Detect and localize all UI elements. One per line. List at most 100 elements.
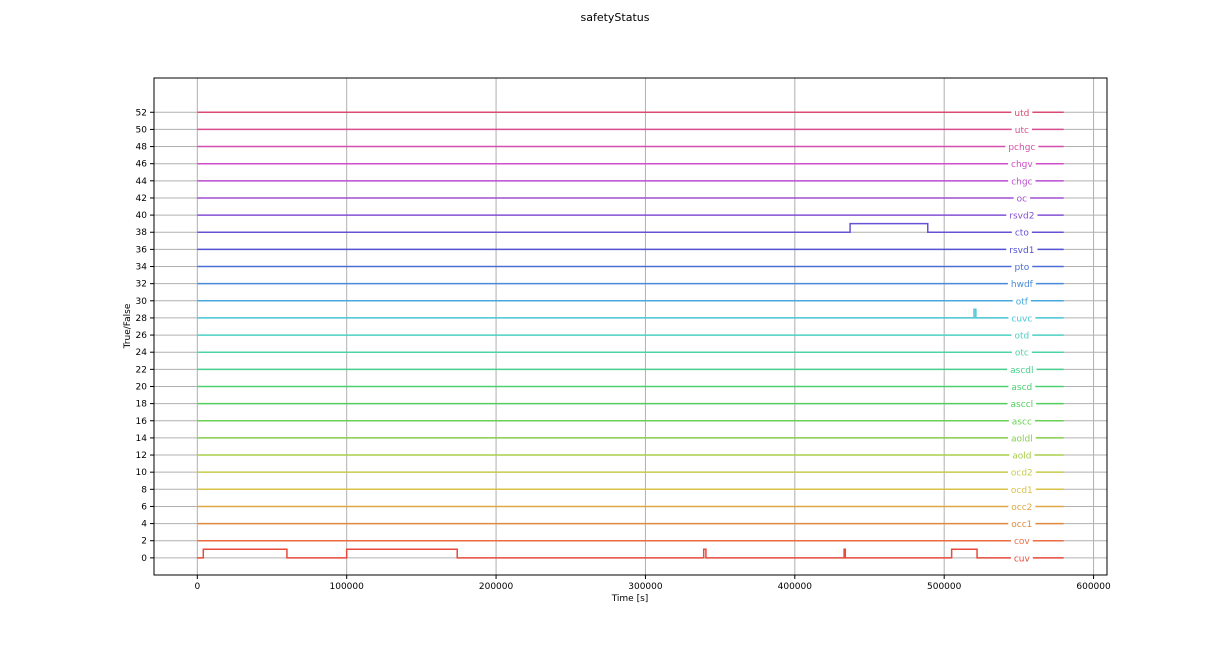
- series-label-rsvd2: rsvd2: [1009, 212, 1034, 222]
- series-label-pto: pto: [1014, 263, 1029, 273]
- series-label-background: [1008, 380, 1036, 393]
- series-label-background: [1011, 106, 1033, 119]
- axis-ticks: 0 100000 200000 300000 400000 500000 600000024…: [136, 108, 1111, 592]
- series-label-cov: cov: [1014, 537, 1030, 547]
- series-label-background: [1007, 466, 1036, 479]
- y-tick-label: 12: [136, 451, 147, 461]
- series-label-background: [1007, 483, 1036, 496]
- series-lines: [197, 111, 1064, 559]
- series-label-aoldl: aoldl: [1011, 434, 1033, 444]
- y-tick-label: 26: [136, 331, 148, 341]
- series-label-background: [1010, 551, 1033, 564]
- series-label-background: [1006, 243, 1038, 256]
- y-tick-label: 2: [141, 537, 147, 547]
- series-label-rsvd1: rsvd1: [1009, 246, 1034, 256]
- series-label-occ1: occ1: [1011, 520, 1032, 530]
- series-label-otc: otc: [1015, 349, 1029, 359]
- y-tick-label: 40: [136, 211, 148, 221]
- y-axis-label: True/False: [123, 303, 133, 349]
- plot-frame: [153, 77, 1108, 576]
- series-label-background: [1006, 209, 1038, 222]
- series-label-cto: cto: [1015, 229, 1029, 239]
- y-tick-label: 34: [136, 263, 148, 273]
- series-labels: cuv cov occ1 occ2 ocd1 ocd2 aold aoldl ascc asccl…: [1005, 106, 1039, 564]
- x-tick-label: 300000: [628, 582, 663, 592]
- series-label-aold: aold: [1012, 452, 1031, 462]
- series-label-background: [1008, 500, 1036, 513]
- series-label-chgv: chgv: [1011, 160, 1033, 170]
- series-label-pchgc: pchgc: [1008, 143, 1035, 153]
- y-tick-label: 42: [136, 194, 147, 204]
- series-label-otd: otd: [1014, 332, 1029, 342]
- y-tick-label: 4: [141, 520, 147, 530]
- y-tick-label: 30: [136, 297, 148, 307]
- series-line-cto: [197, 222, 1064, 233]
- y-tick-label: 36: [136, 245, 148, 255]
- y-tick-label: 8: [141, 485, 147, 495]
- x-tick-label: 500000: [927, 582, 962, 592]
- series-label-utc: utc: [1015, 126, 1029, 136]
- y-tick-label: 52: [136, 108, 147, 118]
- series-label-utd: utd: [1014, 109, 1029, 119]
- series-label-background: [1007, 397, 1037, 410]
- series-label-chgc: chgc: [1011, 177, 1032, 187]
- series-label-cuv: cuv: [1014, 554, 1031, 564]
- x-tick-label: 0: [194, 582, 200, 592]
- series-label-background: [1008, 157, 1036, 170]
- y-tick-label: 18: [136, 400, 148, 410]
- x-tick-label: 200000: [479, 582, 514, 592]
- series-label-ascd: ascd: [1011, 383, 1032, 393]
- y-tick-label: 6: [141, 502, 147, 512]
- series-label-ocd1: ocd1: [1011, 486, 1033, 496]
- y-tick-label: 22: [136, 365, 147, 375]
- series-label-background: [1011, 346, 1032, 359]
- series-label-hwdf: hwdf: [1011, 280, 1034, 290]
- x-tick-label: 600000: [1076, 582, 1111, 592]
- series-label-background: [1007, 431, 1036, 444]
- series-label-otf: otf: [1016, 297, 1029, 307]
- series-label-background: [1011, 329, 1033, 342]
- series-label-oc: oc: [1017, 194, 1028, 204]
- x-tick-label: 100000: [330, 582, 365, 592]
- series-line-cuv: [197, 548, 1064, 559]
- series-label-background: [1005, 140, 1039, 153]
- series-label-background: [1007, 277, 1036, 290]
- series-label-background: [1011, 123, 1032, 136]
- series-label-background: [1010, 534, 1033, 547]
- y-tick-label: 46: [136, 160, 148, 170]
- y-tick-label: 32: [136, 280, 147, 290]
- y-tick-label: 50: [136, 125, 148, 135]
- y-tick-label: 16: [136, 417, 148, 427]
- chart-title: safetyStatus: [581, 11, 650, 24]
- series-label-ascdl: ascdl: [1010, 366, 1033, 376]
- series-label-cuvc: cuvc: [1011, 314, 1032, 324]
- series-label-asccl: asccl: [1011, 400, 1034, 410]
- series-label-background: [1008, 311, 1036, 324]
- series-label-background: [1012, 294, 1031, 307]
- y-tick-label: 14: [136, 434, 148, 444]
- y-tick-label: 20: [136, 382, 148, 392]
- series-label-background: [1011, 226, 1032, 239]
- y-tick-label: 48: [136, 143, 148, 153]
- series-label-background: [1009, 449, 1035, 462]
- y-tick-label: 44: [136, 177, 148, 187]
- y-tick-label: 28: [136, 314, 148, 324]
- y-tick-label: 38: [136, 228, 148, 238]
- y-tick-label: 24: [136, 348, 148, 358]
- x-axis-label: Time [s]: [611, 594, 649, 604]
- series-label-occ2: occ2: [1011, 503, 1032, 513]
- x-tick-label: 400000: [778, 582, 813, 592]
- series-label-background: [1013, 191, 1031, 204]
- series-label-background: [1011, 260, 1033, 273]
- series-label-background: [1007, 363, 1037, 376]
- series-label-background: [1008, 517, 1036, 530]
- y-tick-label: 0: [141, 554, 147, 564]
- series-label-ascc: ascc: [1012, 417, 1032, 427]
- series-line-cuvc: [197, 308, 1064, 319]
- y-tick-label: 10: [136, 468, 148, 478]
- series-label-ocd2: ocd2: [1011, 469, 1033, 479]
- series-label-background: [1008, 174, 1036, 187]
